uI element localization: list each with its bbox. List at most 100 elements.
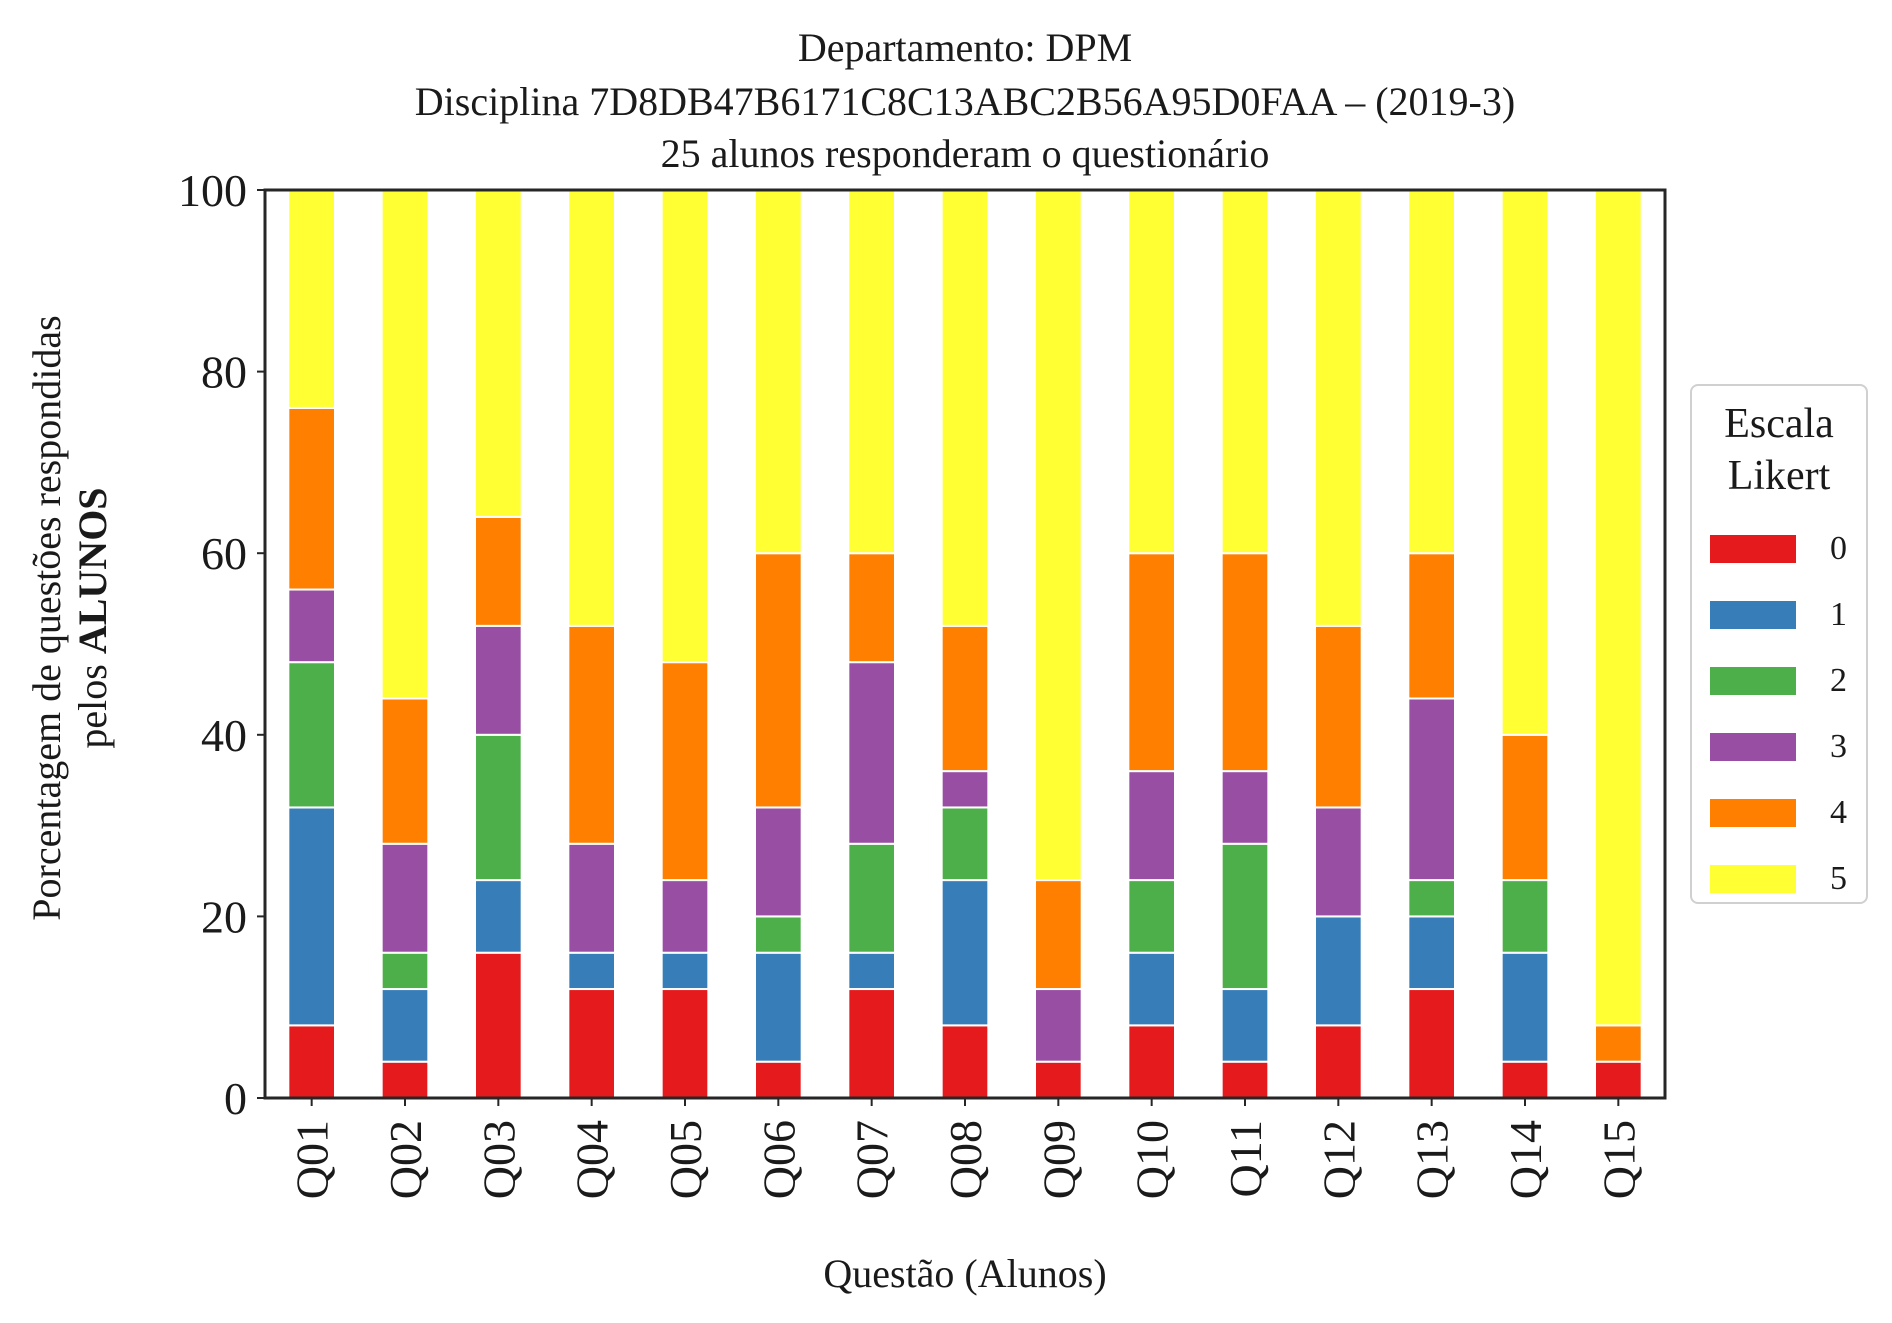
x-tick-label-Q06: Q06 [753, 1120, 804, 1199]
bar-Q04-likert-4 [567, 624, 616, 845]
bar-Q13-likert-2 [1407, 879, 1457, 918]
bar-Q15-likert-4 [1594, 1024, 1643, 1063]
bar-Q02-likert-5 [380, 189, 430, 700]
bar-Q04-likert-5 [567, 189, 616, 627]
bar-Q06-likert-5 [754, 189, 803, 555]
x-tick-label-Q03: Q03 [473, 1120, 524, 1199]
bar-Q02-likert-4 [380, 697, 430, 845]
bar-Q07-likert-3 [847, 661, 896, 845]
bar-Q08-likert-4 [940, 624, 990, 773]
bar-Q12-likert-3 [1314, 806, 1363, 918]
bar-Q12-likert-0 [1314, 1024, 1363, 1099]
legend-swatch-3 [1710, 733, 1796, 761]
bar-Q07-likert-4 [847, 552, 896, 664]
x-tick-label-Q11: Q11 [1220, 1120, 1271, 1198]
x-tick-label-Q13: Q13 [1407, 1120, 1458, 1199]
bar-Q08-likert-5 [940, 189, 990, 627]
y-axis-label: Porcentagem de questões respondidas pelo… [24, 168, 116, 1068]
y-axis-label-prefix: pelos [70, 654, 115, 749]
bar-Q03-likert-5 [474, 189, 523, 518]
legend-items: 0 1 2 3 4 5 [1692, 516, 1866, 912]
bar-Q12-likert-5 [1314, 189, 1363, 627]
x-tick-label-Q15: Q15 [1593, 1120, 1644, 1199]
x-tick-label-Q08: Q08 [940, 1120, 991, 1199]
bar-Q05-likert-0 [660, 988, 710, 1099]
y-tick-label-20: 20 [201, 891, 247, 942]
x-tick-label-Q07: Q07 [847, 1120, 898, 1199]
x-tick-label-Q12: Q12 [1313, 1120, 1364, 1199]
bar-Q06-likert-1 [754, 951, 803, 1063]
x-tick-label-Q14: Q14 [1500, 1120, 1551, 1199]
legend-item-1: 1 [1692, 582, 1866, 648]
legend-swatch-0 [1710, 535, 1796, 563]
bar-Q10-likert-3 [1127, 770, 1177, 882]
y-axis-label-line-2: pelos ALUNOS [70, 168, 116, 1068]
legend: Escala Likert 0 1 2 3 4 5 [1690, 384, 1868, 904]
legend-item-4: 4 [1692, 780, 1866, 846]
bar-Q01-likert-4 [287, 406, 337, 591]
bar-Q07-likert-2 [847, 842, 896, 954]
bars-group [287, 189, 1643, 1100]
legend-swatch-1 [1710, 601, 1796, 629]
bar-Q11-likert-2 [1220, 842, 1270, 991]
legend-item-3: 3 [1692, 714, 1866, 780]
bar-Q11-likert-1 [1220, 988, 1270, 1063]
y-axis-ticks: 0 20 40 60 80 100 [178, 165, 265, 1124]
legend-label-2: 2 [1830, 662, 1847, 699]
bar-Q04-likert-3 [567, 842, 616, 954]
legend-label-4: 4 [1830, 794, 1847, 831]
bar-Q09-likert-3 [1034, 988, 1083, 1063]
y-axis-label-line-1: Porcentagem de questões respondidas [24, 315, 69, 921]
bar-Q10-likert-1 [1127, 951, 1177, 1027]
bar-Q06-likert-3 [754, 806, 803, 918]
legend-label-1: 1 [1830, 596, 1847, 633]
bar-Q05-likert-1 [660, 951, 710, 991]
legend-item-0: 0 [1692, 516, 1866, 582]
bar-Q05-likert-3 [660, 879, 710, 954]
bar-Q09-likert-5 [1034, 189, 1083, 882]
bar-Q10-likert-0 [1127, 1024, 1177, 1099]
chart-title-line-2: Disciplina 7D8DB47B6171C8C13ABC2B56A95D0… [414, 79, 1516, 124]
bar-Q14-likert-2 [1500, 879, 1550, 954]
bar-Q02-likert-1 [380, 988, 430, 1063]
legend-swatch-4 [1710, 799, 1796, 827]
bar-Q08-likert-3 [940, 770, 990, 809]
bar-Q01-likert-5 [287, 189, 337, 409]
bar-Q13-likert-1 [1407, 915, 1457, 991]
y-tick-label-40: 40 [201, 710, 247, 761]
legend-title-line-2: Likert [1727, 453, 1831, 499]
bar-Q01-likert-2 [287, 661, 337, 809]
chart-title-line-3: 25 alunos responderam o questionário [660, 131, 1270, 176]
legend-swatch-5 [1710, 865, 1796, 893]
y-tick-label-80: 80 [201, 347, 247, 398]
bar-Q07-likert-0 [847, 988, 896, 1099]
bar-Q15-likert-0 [1594, 1060, 1643, 1100]
bar-Q03-likert-1 [474, 879, 523, 954]
legend-label-5: 5 [1830, 860, 1847, 897]
bar-Q06-likert-4 [754, 552, 803, 809]
bar-Q01-likert-0 [287, 1024, 337, 1099]
bar-Q14-likert-4 [1500, 733, 1550, 882]
bar-Q11-likert-5 [1220, 189, 1270, 555]
bar-Q02-likert-0 [380, 1060, 430, 1100]
bar-Q02-likert-3 [380, 842, 430, 954]
bar-Q07-likert-5 [847, 189, 896, 555]
bar-Q01-likert-1 [287, 806, 337, 1027]
y-tick-label-60: 60 [201, 528, 247, 579]
bar-Q11-likert-3 [1220, 770, 1270, 845]
bar-Q05-likert-4 [660, 661, 710, 882]
x-axis-label: Questão (Alunos) [823, 1251, 1107, 1296]
legend-label-0: 0 [1830, 530, 1847, 567]
bar-Q06-likert-0 [754, 1060, 803, 1100]
bar-Q13-likert-3 [1407, 697, 1457, 882]
bar-Q06-likert-2 [754, 915, 803, 954]
bar-Q10-likert-5 [1127, 189, 1177, 555]
bar-Q08-likert-1 [940, 879, 990, 1027]
bar-Q03-likert-0 [474, 951, 523, 1099]
bar-Q12-likert-1 [1314, 915, 1363, 1027]
plot-frame [263, 188, 1667, 1100]
x-tick-label-Q01: Q01 [287, 1120, 338, 1199]
y-tick-label-0: 0 [224, 1073, 247, 1124]
bar-Q09-likert-4 [1034, 879, 1083, 991]
chart-title-line-1: Departamento: DPM [797, 25, 1133, 70]
